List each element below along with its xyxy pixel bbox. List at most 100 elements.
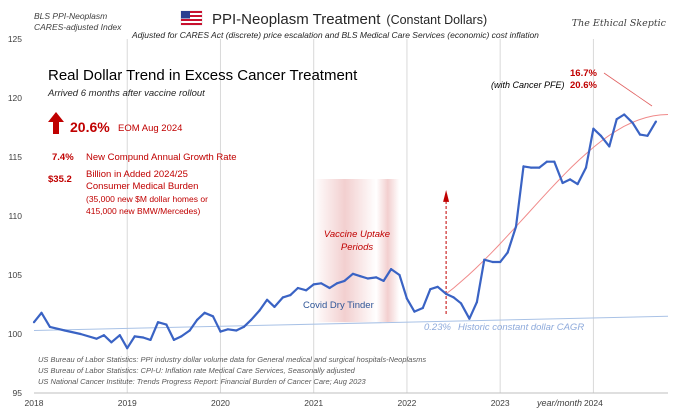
data-point	[172, 338, 175, 341]
data-point	[491, 260, 494, 264]
x-tick-2018: 2018	[25, 398, 44, 408]
data-point	[48, 325, 52, 328]
pfe-percent-1: 16.7%	[570, 68, 597, 79]
data-point	[335, 282, 339, 285]
data-point	[631, 121, 634, 124]
data-point	[359, 275, 362, 278]
trend-label: Historic constant dollar CAGR	[458, 322, 584, 333]
data-point	[40, 311, 43, 314]
source-line-1: BLS PPI-Neoplasm	[34, 11, 107, 21]
data-point	[405, 297, 408, 300]
data-point	[242, 325, 245, 328]
big-percent-label: 20.6%	[70, 119, 110, 135]
covid-label: Covid Dry Tinder	[303, 300, 374, 311]
data-point	[538, 166, 541, 169]
data-point	[654, 120, 658, 123]
pfe-percent-2: 20.6%	[570, 80, 597, 91]
data-point	[445, 292, 448, 295]
y-tick-95: 95	[13, 388, 23, 398]
data-point	[576, 183, 579, 186]
x-tick-2021: 2021	[304, 398, 323, 408]
data-point	[483, 258, 486, 261]
data-point	[250, 318, 253, 321]
data-point	[382, 279, 385, 282]
data-point	[95, 337, 98, 340]
data-point	[459, 302, 463, 305]
footnote-2: US Bureau of Labor Statistics: CPI-U: In…	[38, 366, 356, 375]
us-flag-icon	[180, 10, 203, 26]
data-point	[638, 133, 642, 136]
data-point	[281, 296, 284, 299]
excess-fit-curve	[445, 114, 669, 295]
data-point	[343, 279, 346, 282]
footnote-1: US Bureau of Labor Statistics: PPI indus…	[38, 355, 426, 364]
x-tick-2024: 2024	[584, 398, 603, 408]
burden-line-4: 415,000 new BMW/Mercedes)	[86, 206, 200, 216]
data-point	[429, 288, 432, 291]
y-tick-120: 120	[8, 93, 22, 103]
data-point	[351, 272, 354, 275]
up-arrow-icon	[48, 112, 64, 134]
data-point	[375, 276, 378, 279]
data-point	[514, 225, 518, 228]
data-point	[258, 309, 261, 312]
data-point	[156, 321, 160, 324]
y-tick-105: 105	[8, 270, 22, 280]
data-point	[219, 330, 222, 333]
data-point	[615, 118, 618, 121]
data-point	[149, 338, 152, 341]
data-point	[553, 160, 556, 163]
data-point	[63, 329, 66, 332]
burden-value: $35.2	[48, 174, 72, 185]
data-point	[623, 113, 626, 116]
data-point	[32, 321, 36, 324]
data-point	[398, 273, 401, 277]
trend-line-group	[33, 315, 669, 331]
data-point	[390, 268, 393, 271]
brand-label: The Ethical Skeptic	[572, 18, 667, 29]
data-point	[266, 298, 269, 301]
data-point	[413, 310, 416, 313]
vaccine-label-line-2: Periods	[341, 242, 373, 253]
onset-marker-group	[443, 190, 450, 316]
series-group	[32, 113, 658, 350]
burden-line-2: Consumer Medical Burden	[86, 181, 198, 192]
y-tick-110: 110	[8, 211, 22, 221]
vaccine-label-line-1: Vaccine Uptake	[324, 229, 390, 240]
annotation-heading: Real Dollar Trend in Excess Cancer Treat…	[48, 67, 358, 84]
data-point	[142, 336, 145, 339]
historic-trend-line	[33, 315, 669, 331]
data-point	[273, 305, 276, 308]
data-point	[569, 178, 572, 181]
data-point	[522, 165, 525, 168]
data-point	[646, 134, 649, 137]
y-tick-labels: 95 100 105 110 115 120 125	[8, 34, 22, 398]
x-tick-2022: 2022	[397, 398, 416, 408]
fitted-curve-group	[445, 114, 669, 295]
pfe-label: (with Cancer PFE)	[491, 80, 565, 90]
data-point	[366, 277, 369, 280]
cagr-value: 7.4%	[52, 152, 74, 163]
data-point	[452, 296, 455, 299]
data-point	[165, 323, 168, 326]
y-tick-100: 100	[8, 329, 22, 339]
data-point	[529, 166, 533, 169]
data-point	[312, 283, 315, 286]
chart-title-paren: (Constant Dollars)	[386, 13, 487, 27]
data-point	[226, 328, 229, 331]
data-point	[211, 315, 215, 318]
data-point	[203, 311, 206, 314]
onset-arrow-icon	[443, 190, 450, 202]
data-point	[599, 134, 603, 137]
data-point	[436, 285, 439, 288]
data-point	[305, 289, 308, 292]
vaccine-band-1	[313, 179, 377, 323]
cagr-label: New Compund Annual Growth Rate	[86, 152, 237, 163]
source-line-2: CARES-adjusted Index	[34, 22, 122, 32]
data-point	[110, 341, 113, 344]
data-point	[421, 306, 424, 310]
y-tick-115: 115	[8, 152, 22, 162]
data-point	[499, 260, 502, 264]
